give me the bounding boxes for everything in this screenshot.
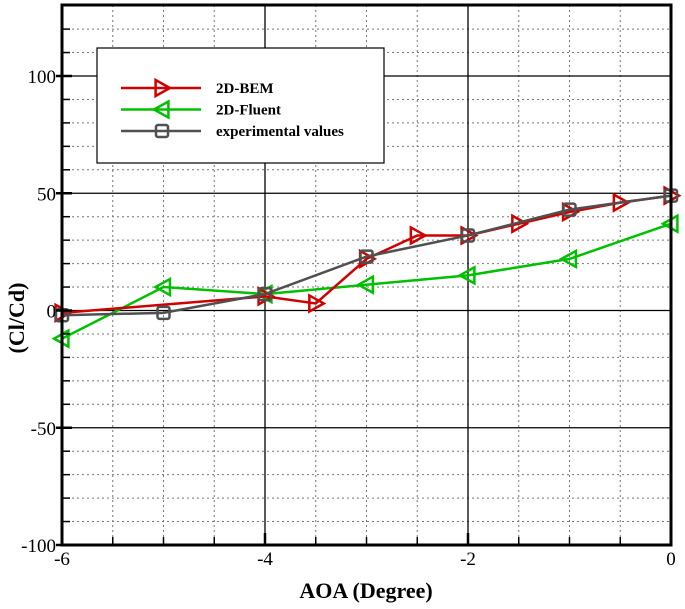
x-tick-label: -6 (54, 549, 70, 570)
legend-box (96, 47, 385, 164)
legend-label: 2D-Fluent (216, 103, 281, 119)
x-tick-label: 0 (666, 549, 676, 570)
legend-label: experimental values (216, 124, 344, 140)
legend-label: 2D-BEM (216, 81, 274, 97)
x-tick-label: -4 (257, 549, 273, 570)
legend-entry: 2D-Fluent (121, 99, 281, 120)
legend: 2D-BEM 2D-Fluent experimental values (96, 47, 385, 164)
series-2d-fluent (51, 213, 679, 349)
y-tick-label: 50 (37, 184, 56, 205)
y-tick-label: -50 (31, 419, 56, 440)
series-experimental-values (54, 188, 679, 323)
y-tick-label: -100 (21, 536, 56, 557)
y-axis-label: (Cl/Cd) (4, 283, 29, 354)
x-tick-label: -2 (460, 549, 476, 570)
y-tick-label: 0 (47, 302, 57, 323)
data-series (51, 185, 682, 349)
legend-entry: 2D-BEM (121, 77, 274, 99)
legend-entry: experimental values (121, 123, 344, 140)
y-tick-label: 100 (28, 67, 57, 88)
x-axis-label: AOA (Degree) (299, 578, 432, 603)
axis-ticks: -100 -50 0 50 100 -6 -4 -2 0 (21, 28, 676, 570)
